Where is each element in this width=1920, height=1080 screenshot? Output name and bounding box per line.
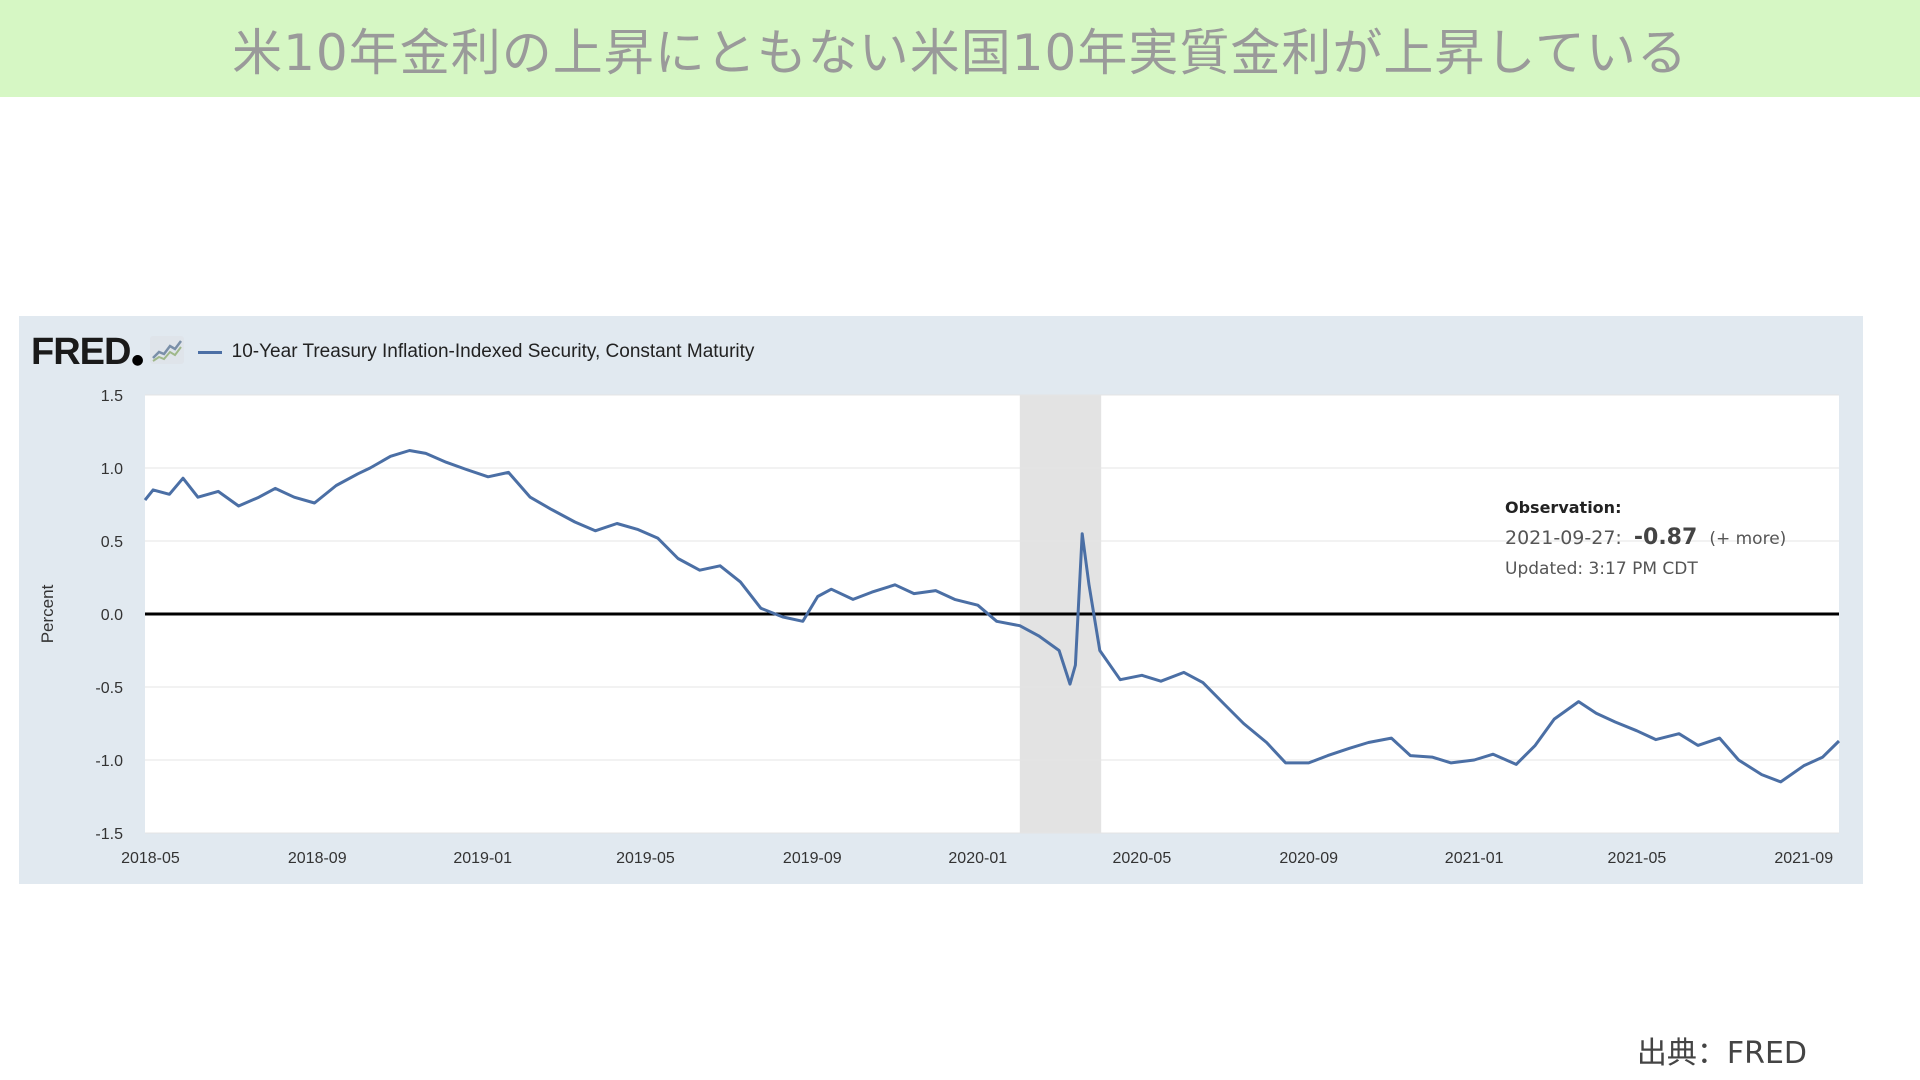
x-tick-label: 2019-01 [453, 850, 512, 867]
y-tick-label: -1.0 [95, 753, 123, 770]
x-tick-label: 2021-05 [1608, 850, 1667, 867]
observation-date: 2021-09-27: [1505, 527, 1622, 549]
observation-heading: Observation: [1505, 498, 1621, 517]
observation-updated: Updated: 3:17 PM CDT [1505, 559, 1698, 579]
fred-logo: FRED [31, 330, 131, 373]
x-tick-label: 2020-05 [1113, 850, 1172, 867]
x-tick-label: 2018-09 [288, 850, 347, 867]
x-tick-label: 2020-09 [1279, 850, 1338, 867]
observation-value: -0.87 [1634, 525, 1697, 550]
legend-series-name: 10-Year Treasury Inflation-Indexed Secur… [231, 341, 755, 362]
observation-more: (+ more) [1709, 529, 1786, 549]
x-tick-label: 2020-01 [948, 850, 1007, 867]
y-tick-label: 0.5 [101, 534, 123, 551]
chart-legend[interactable]: 10-Year Treasury Inflation-Indexed Secur… [197, 341, 755, 363]
observation-value-line: 2021-09-27: -0.87 (+ more) [1505, 525, 1786, 550]
fred-chart-panel: FRED ● 10-Year Treasury Inflation-Indexe… [19, 316, 1863, 884]
chart-trend-icon [149, 336, 184, 368]
y-tick-label: -0.5 [95, 680, 123, 697]
slide-title-bar: 米10年金利の上昇にともない米国10年実質金利が上昇している [0, 0, 1920, 97]
fred-logo-dot: ● [131, 352, 144, 368]
source-credit: 出典：FRED [1636, 1036, 1807, 1071]
slide-title: 米10年金利の上昇にともない米国10年実質金利が上昇している [232, 23, 1688, 82]
line-chart: 1.51.00.50.0-0.5-1.0-1.5 2018-05 2018-09 2… [38, 388, 1841, 867]
x-tick-label: 2019-05 [616, 850, 675, 867]
observation-tooltip: Observation: 2021-09-27: -0.87 (+ more) … [1505, 498, 1786, 579]
x-tick-label: 2018-05 [121, 850, 180, 867]
legend-swatch [197, 350, 222, 354]
x-axis-ticks: 2018-05 2018-09 2019-01 2019-05 2019-09 2020-… [121, 850, 1833, 867]
y-tick-label: 1.5 [101, 388, 123, 405]
y-tick-label: -1.5 [95, 826, 123, 843]
y-axis-ticks: 1.5 1.0 0.5 0.0 -0.5 -1.0 -1.5 [95, 388, 123, 843]
x-tick-label: 2019-09 [783, 850, 842, 867]
x-tick-label: 2021-01 [1445, 850, 1504, 867]
x-tick-label: 2021-09 [1774, 850, 1833, 867]
series-line [143, 449, 1841, 784]
y-tick-label: 0.0 [101, 607, 123, 624]
y-axis-label: Percent [38, 584, 57, 643]
y-tick-label: 1.0 [101, 461, 123, 478]
fred-header: FRED ● 10-Year Treasury Inflation-Indexe… [31, 330, 754, 374]
